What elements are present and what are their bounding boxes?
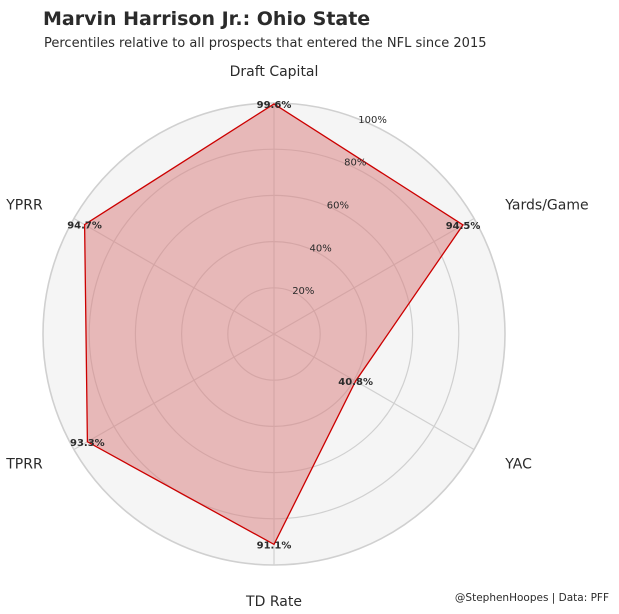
chart-title: Marvin Harrison Jr.: Ohio State [43, 8, 371, 30]
value-label-0: 99.6% [257, 100, 292, 111]
value-label-4: 93.3% [70, 438, 105, 449]
tick-label-20: 20% [292, 286, 314, 297]
value-label-2: 40.8% [338, 377, 373, 388]
axis-label-yards-game: Yards/Game [504, 198, 588, 214]
axis-label-td-rate: TD Rate [245, 594, 302, 610]
value-label-5: 94.7% [67, 221, 102, 232]
tick-label-60: 60% [327, 200, 349, 211]
chart-subtitle: Percentiles relative to all prospects th… [44, 36, 487, 51]
tick-label-80: 80% [344, 158, 366, 169]
tick-label-40: 40% [309, 243, 331, 254]
axis-label-tprr: TPRR [5, 457, 43, 473]
axis-label-draft-capital: Draft Capital [230, 64, 319, 80]
axis-label-yac: YAC [504, 457, 532, 473]
chart-credit: @StephenHoopes | Data: PFF [454, 592, 609, 604]
tick-label-100: 100% [358, 115, 387, 126]
value-label-3: 91.1% [257, 540, 292, 551]
series-polygon [83, 103, 464, 546]
axis-label-yprr: YPRR [5, 198, 43, 214]
value-label-1: 94.5% [446, 221, 481, 232]
